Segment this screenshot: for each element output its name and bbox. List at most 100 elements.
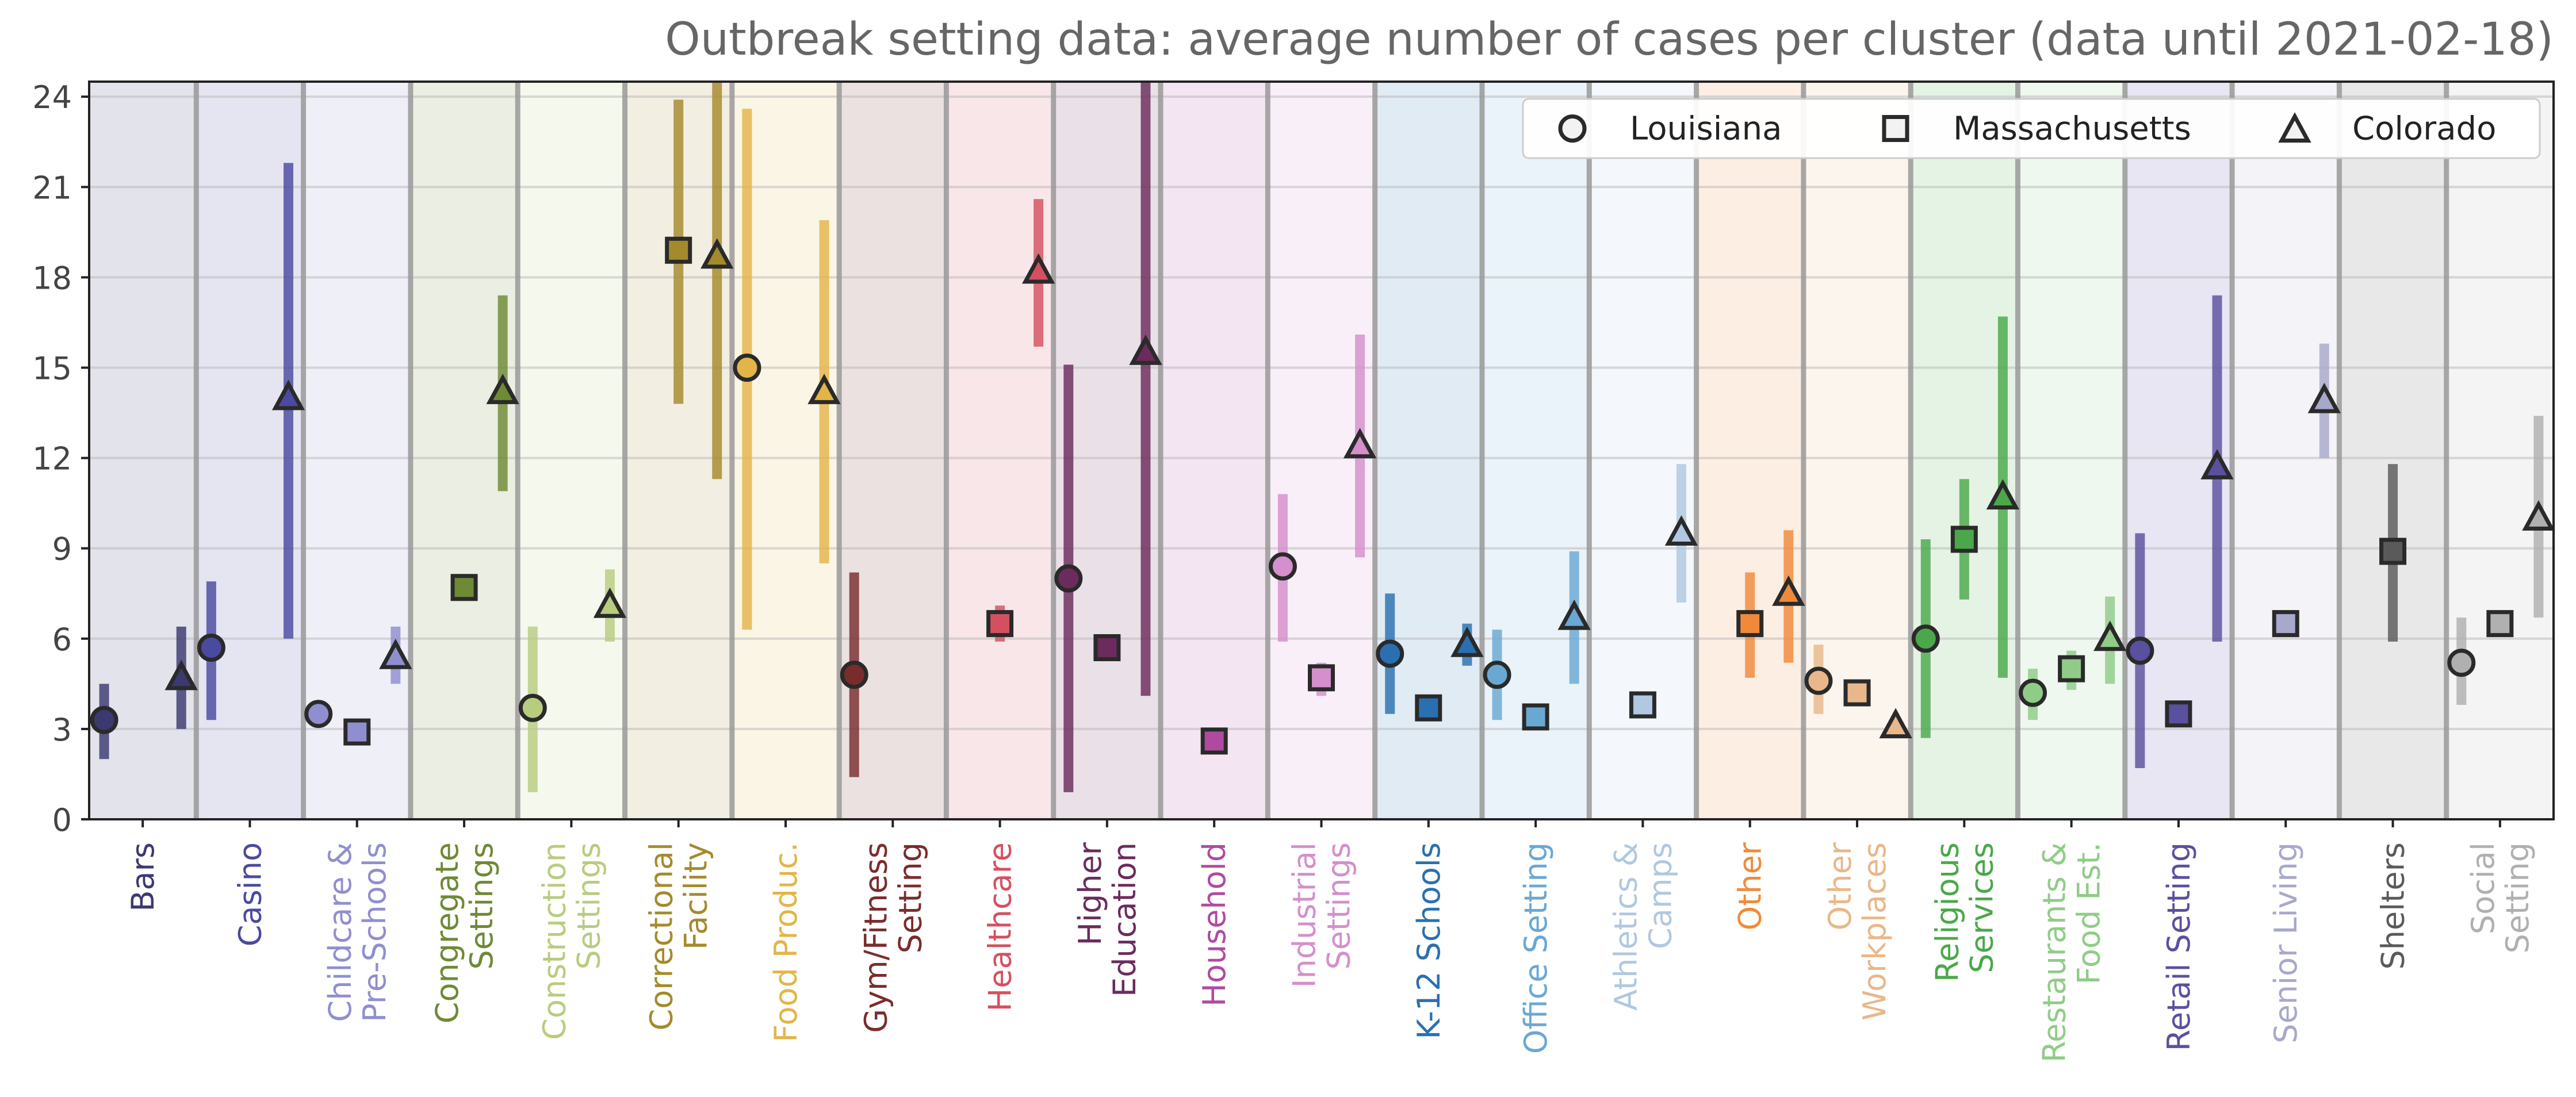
massachusetts-athletics-camps-point xyxy=(1629,691,1656,719)
colorado-social-setting-point xyxy=(2522,500,2555,531)
colorado-food-produc-point xyxy=(807,374,841,404)
colorado-senior-living-point xyxy=(2307,382,2341,413)
louisiana-other-workplaces-point xyxy=(1804,666,1833,695)
louisiana-higher-education-point xyxy=(1054,564,1083,593)
colorado-restaurants-food-est-point xyxy=(2093,620,2127,651)
x-tick-label-line: Office Setting xyxy=(1518,842,1554,1054)
colorado-religious-services-point xyxy=(1986,479,2020,510)
legend-marker-colorado xyxy=(2278,112,2311,143)
colorado-higher-education-point xyxy=(1129,334,1162,365)
louisiana-food-produc-point xyxy=(733,353,761,382)
band-household xyxy=(1161,82,1268,819)
x-tick-label-line: Religious xyxy=(1929,842,1965,982)
x-tick-label-line: Senior Living xyxy=(2268,842,2304,1044)
legend-label-colorado: Colorado xyxy=(2352,110,2496,148)
louisiana-retail-setting-point xyxy=(2126,636,2154,665)
x-tick-label-office-setting: Office Setting xyxy=(1518,842,1554,1054)
x-tick-label-line: Setting xyxy=(892,842,928,953)
x-tick-label-line: Food Est. xyxy=(2071,842,2107,984)
massachusetts-social-setting-point xyxy=(2486,610,2514,638)
legend-box xyxy=(1522,98,2541,159)
x-tick-label-line: Athletics & xyxy=(1607,842,1644,1011)
louisiana-bars-point xyxy=(90,705,118,734)
legend-marker-massachusetts xyxy=(1882,115,1909,142)
x-tick-label-senior-living: Senior Living xyxy=(2268,842,2304,1044)
louisiana-childcare-pre-schools-point xyxy=(304,700,333,728)
colorado-athletics-camps-point xyxy=(1664,515,1698,546)
colorado-retail-setting-point xyxy=(2200,448,2234,480)
x-tick-label-line: K-12 Schools xyxy=(1411,842,1447,1040)
y-axis: 0 3 6 9 12 15 18 21 24 xyxy=(32,79,89,838)
massachusetts-higher-education-point xyxy=(1093,634,1121,662)
x-tick-label-line: Food Produc. xyxy=(768,842,804,1042)
x-tick-label-line: Healthcare xyxy=(982,842,1019,1011)
x-tick-label-line: Workplaces xyxy=(1857,842,1893,1021)
massachusetts-k-12-schools-point xyxy=(1415,694,1442,722)
y-tick-label: 24 xyxy=(32,79,72,116)
x-tick-label-line: Household xyxy=(1196,842,1233,1007)
band-other xyxy=(1696,82,1804,819)
x-tick-label-line: Camps xyxy=(1642,842,1678,949)
louisiana-k-12-schools-point xyxy=(1376,639,1404,668)
x-tick-label-line: Shelters xyxy=(2375,842,2412,969)
x-tick-label-line: Congregate xyxy=(429,842,465,1023)
x-tick-label-casino: Casino xyxy=(232,842,268,946)
x-tick-label-other: Other xyxy=(1732,842,1769,930)
x-tick-label-line: Higher xyxy=(1072,842,1108,945)
colorado-k-12-schools-point xyxy=(1450,626,1484,657)
y-tick-label: 18 xyxy=(32,260,72,296)
y-tick-label: 0 xyxy=(52,802,72,838)
legend: Louisiana Massachusetts Colorado xyxy=(1522,98,2541,159)
louisiana-social-setting-point xyxy=(2447,649,2476,677)
x-tick-label-household: Household xyxy=(1196,842,1233,1007)
band-childcare-pre-schools xyxy=(303,82,411,819)
x-tick-label-restaurants-food-est: Restaurants &Food Est. xyxy=(2037,842,2107,1063)
colorado-other-point xyxy=(1772,575,1805,606)
x-tick-label-line: Restaurants & xyxy=(2037,842,2073,1063)
colorado-congregate-settings-point xyxy=(486,374,519,404)
massachusetts-other-workplaces-point xyxy=(1843,679,1871,707)
massachusetts-healthcare-point xyxy=(986,610,1014,638)
massachusetts-other-point xyxy=(1736,610,1764,638)
x-tick-label-line: Settings xyxy=(571,842,607,969)
massachusetts-shelters-point xyxy=(2379,538,2407,565)
colorado-bars-point xyxy=(164,659,198,691)
louisiana-religious-services-point xyxy=(1911,624,1940,653)
louisiana-office-setting-point xyxy=(1483,661,1511,689)
colorado-construction-settings-point xyxy=(593,587,627,618)
x-tick-label-childcare-pre-schools: Childcare &Pre-Schools xyxy=(322,842,393,1022)
x-tick-label-line: Other xyxy=(1732,842,1769,930)
band-healthcare xyxy=(946,82,1054,819)
x-tick-label-line: Education xyxy=(1107,842,1143,997)
colorado-other-workplaces-point xyxy=(1879,708,1912,739)
x-tick-label-line: Construction xyxy=(536,842,572,1040)
x-tick-label-line: Settings xyxy=(464,842,500,969)
band-shelters xyxy=(2339,82,2447,819)
x-tick-label-line: Other xyxy=(1822,842,1858,930)
massachusetts-office-setting-point xyxy=(1522,703,1549,731)
legend-marker-louisiana xyxy=(1558,114,1587,143)
massachusetts-correctional-facility-point xyxy=(665,236,692,264)
chart-title: Outbreak setting data: average number of… xyxy=(665,14,2554,66)
louisiana-gym-fitness-setting-point xyxy=(840,661,868,689)
x-tick-label-line: Facility xyxy=(678,842,714,950)
colorado-correctional-facility-point xyxy=(701,238,734,269)
massachusetts-childcare-pre-schools-point xyxy=(343,718,371,746)
x-tick-label-line: Gym/Fitness xyxy=(858,842,894,1033)
louisiana-construction-settings-point xyxy=(518,693,547,722)
legend-label-massachusetts: Massachusetts xyxy=(1953,110,2191,148)
y-tick-label: 3 xyxy=(52,712,72,748)
x-tick-label-line: Pre-Schools xyxy=(357,842,393,1022)
y-tick-label: 15 xyxy=(32,350,72,386)
massachusetts-senior-living-point xyxy=(2272,610,2299,638)
x-tick-label-food-produc: Food Produc. xyxy=(768,842,804,1042)
x-tick-label-k-12-schools: K-12 Schools xyxy=(1411,842,1447,1040)
